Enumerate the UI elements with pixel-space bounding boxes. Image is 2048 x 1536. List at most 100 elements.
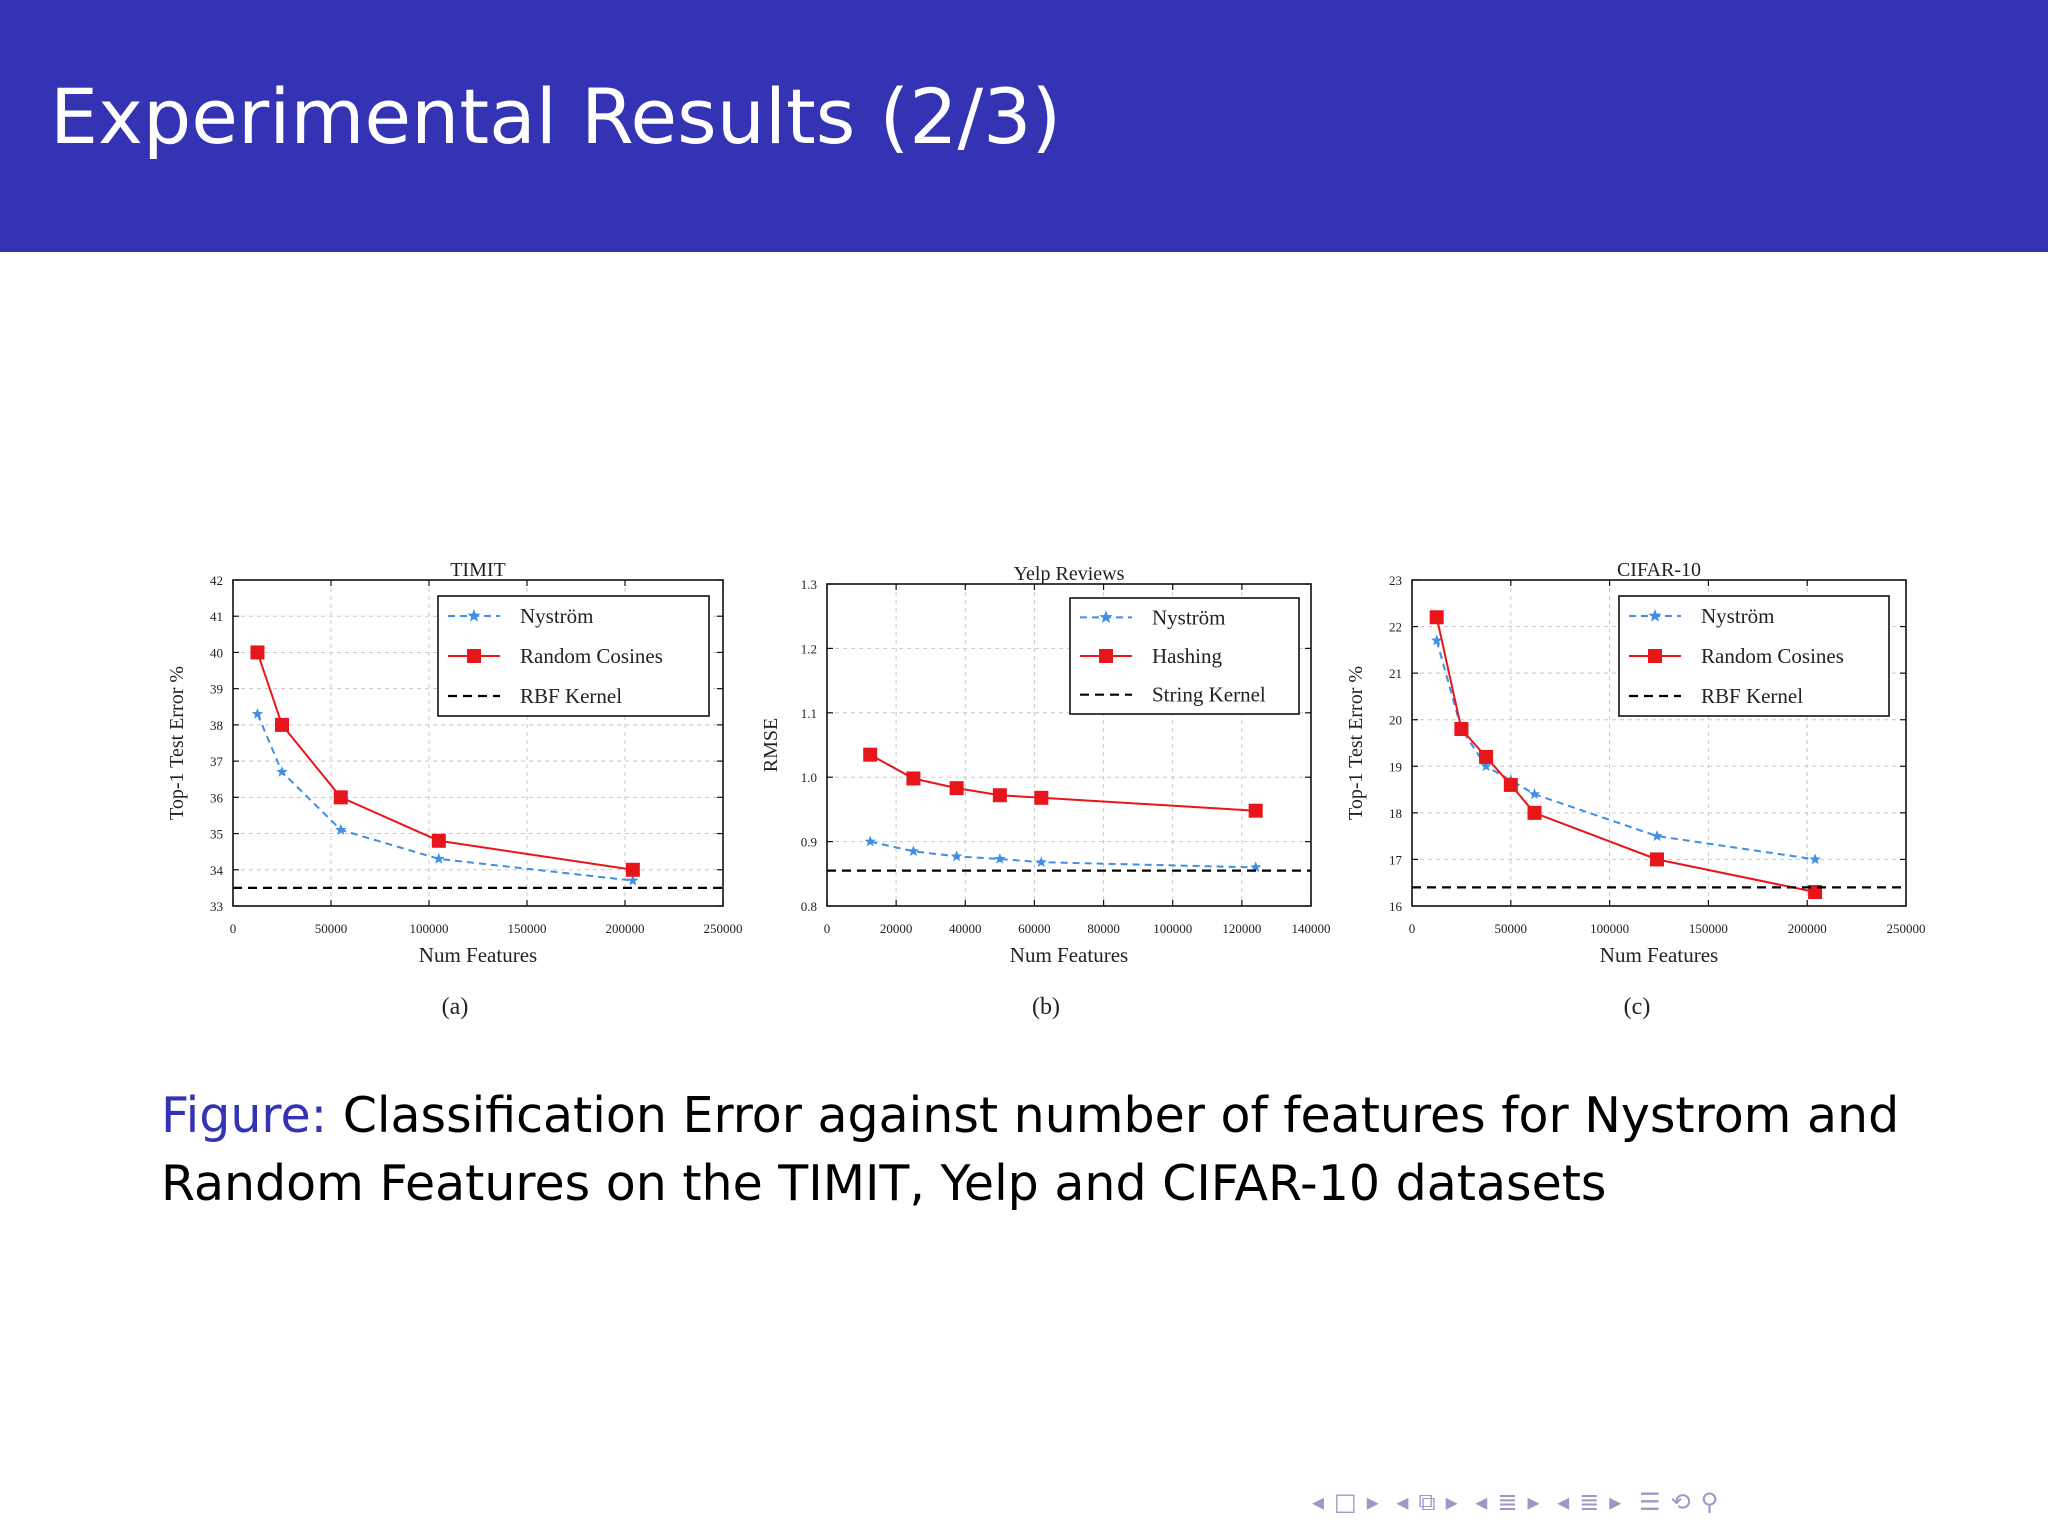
x-tick-label: 120000 bbox=[1222, 921, 1261, 936]
chart-title: TIMIT bbox=[450, 559, 506, 581]
x-tick-label: 60000 bbox=[1018, 921, 1051, 936]
data-point-marker bbox=[907, 845, 920, 857]
subsection-icon[interactable]: ⧉ bbox=[1418, 1488, 1436, 1516]
plot-frame bbox=[232, 579, 724, 907]
y-axis-label: Top-1 Test Error % bbox=[1345, 666, 1367, 820]
legend-label: Random Cosines bbox=[1701, 644, 1844, 668]
y-tick-label: 21 bbox=[1389, 666, 1402, 681]
nav-next-icon[interactable]: ▸ bbox=[1527, 1488, 1540, 1516]
y-tick-label: 36 bbox=[210, 790, 224, 805]
x-tick-label: 40000 bbox=[949, 921, 982, 936]
x-tick-label: 0 bbox=[824, 921, 831, 936]
nav-prev-icon[interactable]: ◂ bbox=[1396, 1488, 1409, 1516]
search-icon[interactable]: ⟲ bbox=[1670, 1488, 1691, 1516]
y-tick-label: 19 bbox=[1389, 759, 1402, 774]
x-tick-label: 50000 bbox=[315, 921, 348, 936]
data-point-marker bbox=[1250, 861, 1262, 873]
nav-next-icon[interactable]: ▸ bbox=[1445, 1488, 1458, 1516]
y-tick-label: 22 bbox=[1389, 620, 1402, 635]
caption-text: Classification Error against number of f… bbox=[161, 1087, 1900, 1212]
data-point-marker bbox=[333, 790, 348, 805]
y-tick-label: 0.8 bbox=[801, 899, 817, 914]
data-point-marker bbox=[250, 645, 265, 660]
x-tick-label: 20000 bbox=[880, 921, 913, 936]
y-tick-label: 1.0 bbox=[801, 770, 817, 785]
data-point-marker bbox=[1248, 803, 1263, 818]
y-tick-label: 0.9 bbox=[801, 835, 817, 850]
nav-prev-icon[interactable]: ◂ bbox=[1312, 1488, 1325, 1516]
y-tick-label: 23 bbox=[1389, 573, 1402, 588]
y-tick-label: 16 bbox=[1389, 899, 1403, 914]
chart-title: Yelp Reviews bbox=[1014, 563, 1125, 585]
y-axis-label: Top-1 Test Error % bbox=[166, 666, 188, 820]
y-tick-label: 37 bbox=[210, 754, 224, 769]
panel-label: (a) bbox=[442, 994, 469, 1020]
x-tick-label: 100000 bbox=[410, 921, 449, 936]
slide-title: Experimental Results (2/3) bbox=[50, 72, 1062, 161]
figure-caption: Figure: Classification Error against num… bbox=[161, 1082, 1941, 1218]
y-tick-label: 35 bbox=[210, 827, 223, 842]
nav-prev-icon[interactable]: ◂ bbox=[1557, 1488, 1570, 1516]
data-point-marker bbox=[1429, 610, 1444, 625]
data-point-marker bbox=[992, 788, 1007, 803]
nav-prev-icon[interactable]: ◂ bbox=[1475, 1488, 1488, 1516]
y-tick-label: 42 bbox=[210, 573, 223, 588]
caption-label: Figure: bbox=[161, 1087, 328, 1144]
navigation-bar: ◂ □ ▸ ◂ ⧉ ▸ ◂ ≣ ▸ ◂ ≣ ▸ ☰ ⟲ ⚲ bbox=[1312, 1488, 1728, 1522]
nav-next-icon[interactable]: ▸ bbox=[1609, 1488, 1622, 1516]
y-tick-label: 33 bbox=[210, 899, 223, 914]
x-tick-label: 0 bbox=[1409, 921, 1416, 936]
section-icon[interactable]: ≣ bbox=[1497, 1488, 1518, 1516]
zoom-icon[interactable]: ⚲ bbox=[1700, 1488, 1719, 1516]
data-point-marker bbox=[1479, 749, 1494, 764]
legend-marker bbox=[1648, 609, 1662, 622]
x-tick-label: 150000 bbox=[1689, 921, 1728, 936]
plot-frame bbox=[1411, 579, 1907, 907]
panel-label: (b) bbox=[1032, 994, 1060, 1020]
data-point-marker bbox=[275, 717, 289, 732]
plot-frame bbox=[826, 583, 1312, 907]
x-tick-label: 200000 bbox=[606, 921, 645, 936]
x-tick-label: 250000 bbox=[1887, 921, 1926, 936]
data-point-marker bbox=[431, 833, 446, 848]
chart-panel-0: 0 50000 100000 150000 200000 250000 33 34 35 36 37… bbox=[166, 559, 743, 1020]
data-point-marker bbox=[1527, 805, 1542, 820]
y-tick-label: 38 bbox=[210, 718, 223, 733]
data-point-marker bbox=[950, 850, 963, 862]
data-point-marker bbox=[863, 747, 878, 762]
data-point-marker bbox=[276, 766, 288, 777]
data-point-marker bbox=[1809, 853, 1821, 865]
legend-label: Nyström bbox=[1701, 604, 1775, 628]
chart-panel-1: 0 20000 40000 60000 80000 100000 120000 140000 0… bbox=[760, 563, 1331, 1020]
x-tick-label: 50000 bbox=[1495, 921, 1528, 936]
data-point-marker bbox=[994, 853, 1006, 864]
y-tick-label: 20 bbox=[1389, 713, 1402, 728]
legend-label: String Kernel bbox=[1152, 683, 1266, 707]
legend-label: Nyström bbox=[1152, 605, 1226, 629]
x-axis-label: Num Features bbox=[1010, 943, 1128, 967]
title-bar: Experimental Results (2/3) bbox=[0, 0, 2048, 252]
frame-icon[interactable]: □ bbox=[1334, 1488, 1357, 1516]
data-point-marker bbox=[627, 874, 639, 886]
align-icon[interactable]: ☰ bbox=[1638, 1488, 1661, 1516]
x-tick-label: 200000 bbox=[1788, 921, 1827, 936]
legend-marker bbox=[1099, 649, 1113, 663]
y-tick-label: 1.2 bbox=[801, 641, 817, 656]
legend-label: RBF Kernel bbox=[1701, 684, 1803, 708]
series-line-nystrom bbox=[869, 840, 1256, 869]
data-point-marker bbox=[1651, 830, 1663, 841]
legend-marker bbox=[467, 649, 481, 663]
x-tick-label: 100000 bbox=[1590, 921, 1629, 936]
data-point-marker bbox=[433, 852, 445, 864]
nav-next-icon[interactable]: ▸ bbox=[1366, 1488, 1379, 1516]
data-point-marker bbox=[1035, 856, 1047, 868]
series-line-red bbox=[869, 753, 1256, 812]
x-axis-label: Num Features bbox=[1600, 943, 1718, 967]
y-tick-label: 40 bbox=[210, 645, 223, 660]
y-tick-label: 18 bbox=[1389, 806, 1402, 821]
data-point-marker bbox=[1528, 788, 1541, 800]
x-tick-label: 100000 bbox=[1153, 921, 1192, 936]
data-point-marker bbox=[1454, 722, 1469, 737]
section-icon[interactable]: ≣ bbox=[1579, 1488, 1600, 1516]
data-point-marker bbox=[1808, 885, 1823, 900]
